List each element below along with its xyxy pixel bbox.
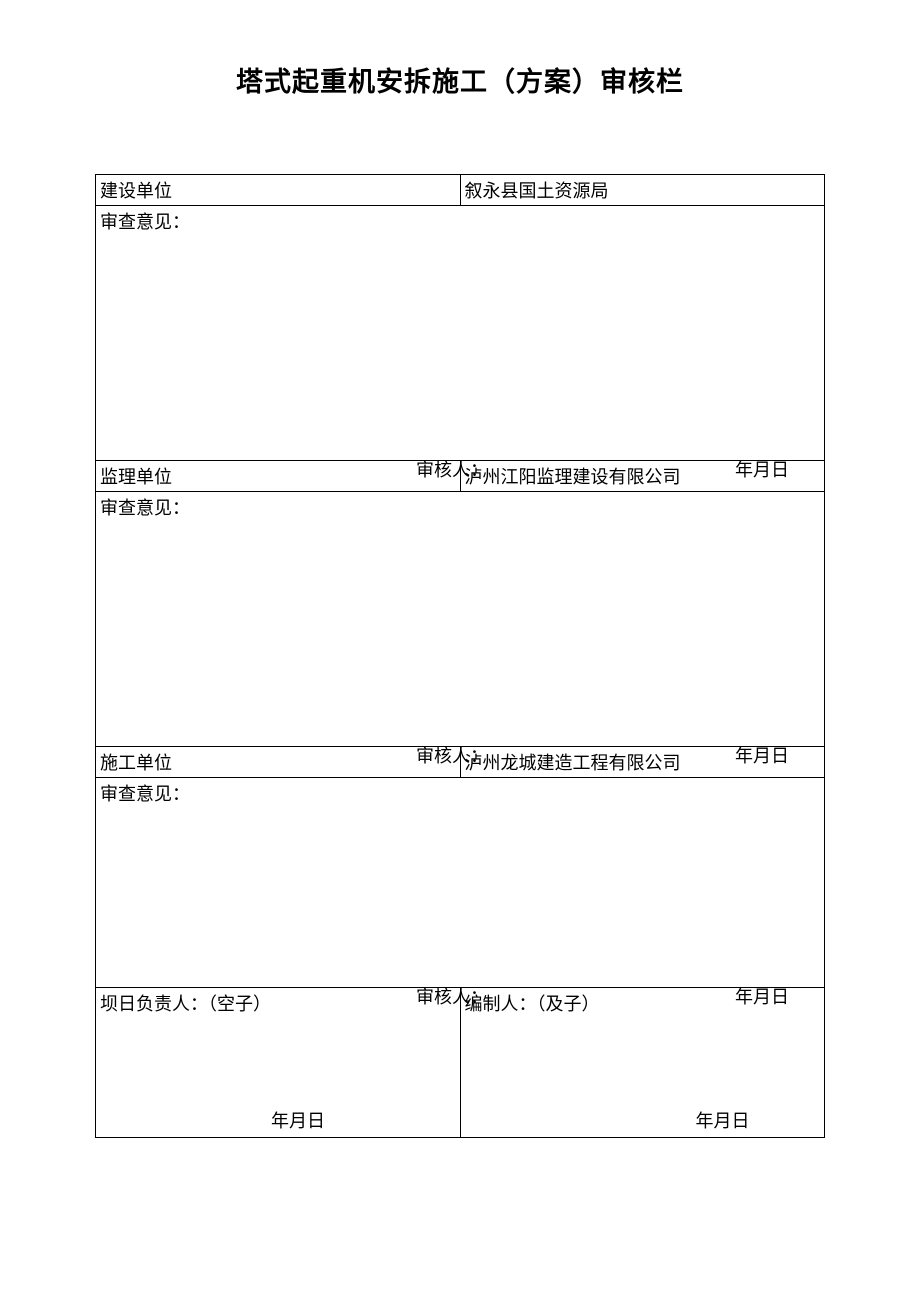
supervision-date-label: 年月日 [735, 742, 789, 768]
construction-opinion-row: 审查意见： 审核人： 年月日 [96, 206, 825, 461]
contractor-opinion-label: 审查意见： [100, 780, 190, 806]
approval-form-table: 建设单位 叙永县国土资源局 审查意见： 审核人： 年月日 监理单位 泸州江阳监理… [95, 174, 825, 1138]
supervision-opinion-row: 审查意见： 审核人： 年月日 [96, 492, 825, 747]
supervision-reviewer-label: 审核人： [416, 742, 488, 768]
project-leader-date: 年月日 [271, 1107, 325, 1133]
page-title: 塔式起重机安拆施工（方案）审核栏 [95, 60, 825, 99]
construction-unit-header-row: 建设单位 叙永县国土资源局 [96, 175, 825, 206]
construction-unit-name: 叙永县国土资源局 [460, 175, 825, 206]
contractor-unit-label: 施工单位 [96, 747, 461, 778]
contractor-opinion-row: 审查意见： 审核人： 年月日 [96, 778, 825, 988]
preparer-date: 年月日 [696, 1107, 750, 1133]
supervision-unit-label: 监理单位 [96, 461, 461, 492]
construction-unit-label: 建设单位 [96, 175, 461, 206]
project-leader-label: 坝日负责人：（空子） [100, 990, 271, 1016]
preparer-cell: 编制人：（及子） 年月日 [460, 988, 825, 1138]
preparer-label: 编制人：（及子） [465, 990, 600, 1016]
supervision-opinion-cell: 审查意见： 审核人： 年月日 [96, 492, 825, 747]
project-leader-cell: 坝日负责人：（空子） 年月日 [96, 988, 461, 1138]
construction-date-label: 年月日 [735, 456, 789, 482]
construction-opinion-label: 审查意见： [100, 208, 190, 234]
footer-row: 坝日负责人：（空子） 年月日 编制人：（及子） 年月日 [96, 988, 825, 1138]
construction-opinion-cell: 审查意见： 审核人： 年月日 [96, 206, 825, 461]
supervision-opinion-label: 审查意见： [100, 494, 190, 520]
construction-reviewer-label: 审核人： [416, 456, 488, 482]
contractor-opinion-cell: 审查意见： 审核人： 年月日 [96, 778, 825, 988]
